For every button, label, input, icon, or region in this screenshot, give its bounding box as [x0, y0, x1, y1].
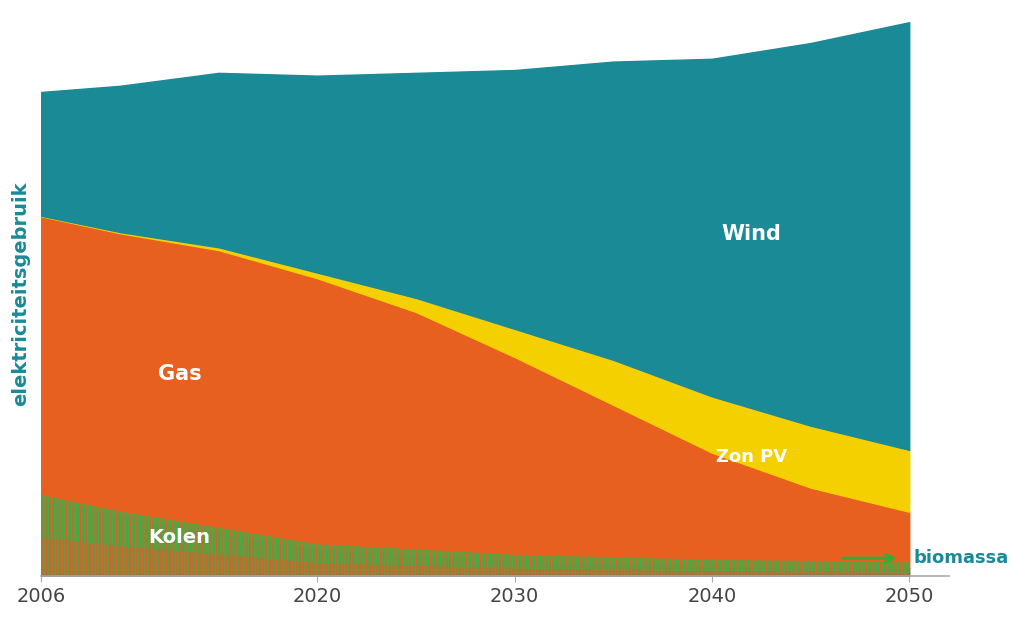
Text: Gas: Gas [158, 364, 201, 384]
Text: biomassa: biomassa [913, 549, 1009, 567]
Y-axis label: elektriciteitsgebruik: elektriciteitsgebruik [11, 181, 30, 406]
Text: Zon PV: Zon PV [716, 447, 787, 466]
Text: Kolen: Kolen [148, 528, 210, 547]
Text: Wind: Wind [722, 225, 781, 244]
